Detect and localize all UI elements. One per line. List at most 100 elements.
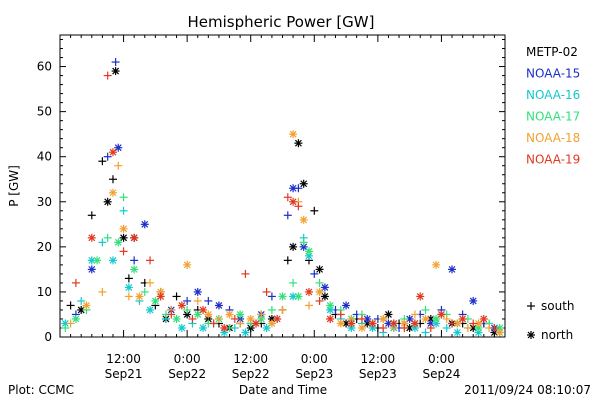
south-marker [111,58,120,67]
x-tick-time-label: 0:00 [428,352,455,366]
north-marker [241,328,250,337]
north-marker [124,283,133,292]
north-marker [108,188,117,197]
north-marker [315,287,324,296]
south-marker [130,256,139,265]
south-marker [310,269,319,278]
south-marker [278,305,287,314]
north-marker [199,323,208,332]
south-marker [87,211,96,220]
north-marker [130,233,139,242]
north-marker [289,242,298,251]
north-marker [304,247,313,256]
south-marker [214,314,223,323]
south-marker [140,287,149,296]
south-marker [257,310,266,319]
south-marker [172,292,181,301]
south-marker [188,314,197,323]
north-marker [326,301,335,310]
north-marker [135,292,144,301]
south-marker [463,323,472,332]
x-tick-time-label: 12:00 [361,352,396,366]
north-marker [437,310,446,319]
y-axis-label: P [GW] [7,165,21,207]
north-marker [410,319,419,328]
legend-entry: NOAA-17 [526,110,580,124]
y-tick-label: 40 [37,150,52,164]
south-marker [124,274,133,283]
south-marker [119,206,128,215]
south-marker [267,292,276,301]
south-marker [193,296,202,305]
north-marker [389,319,398,328]
south-marker [283,193,292,202]
y-tick-label: 10 [37,285,52,299]
north-marker [140,220,149,229]
south-marker [167,310,176,319]
north-marker [299,215,308,224]
north-marker [347,319,356,328]
south-marker [71,278,80,287]
south-marker [304,301,313,310]
south-marker [236,319,245,328]
north-marker [315,265,324,274]
south-marker [183,305,192,314]
legend-entry: METP-02 [526,45,578,59]
north-marker [177,301,186,310]
x-tick-date-label: Sep23 [295,367,333,381]
y-tick-label: 30 [37,195,52,209]
legend-entry: NOAA-15 [526,67,580,81]
north-marker [326,314,335,323]
plot-frame [59,34,506,338]
north-marker [432,260,441,269]
north-marker [342,301,351,310]
legend-entry: NOAA-18 [526,131,580,145]
south-marker [103,233,112,242]
north-marker [368,319,377,328]
south-marker [103,71,112,80]
north-marker [458,314,467,323]
south-marker [469,319,478,328]
north-marker [289,130,298,139]
x-axis: 12:00Sep210:00Sep2212:00Sep220:00Sep2312… [70,35,495,381]
north-marker [114,238,123,247]
south-marker [124,292,133,301]
north-marker [299,179,308,188]
south-marker [448,319,457,328]
x-tick-time-label: 12:00 [233,352,268,366]
north-marker [225,310,234,319]
footer-timestamp: 2011/09/24 08:10:07 [464,383,591,397]
north-marker [479,314,488,323]
south-marker [315,278,324,287]
x-tick-date-label: Sep22 [168,367,206,381]
north-marker [172,314,181,323]
north-marker [304,287,313,296]
footer-plot-credit: Plot: CCMC [8,383,74,397]
legend-entry: NOAA-19 [526,153,580,167]
north-marker [103,197,112,206]
y-tick-label: 20 [37,240,52,254]
north-marker [495,328,504,337]
south-marker [262,287,271,296]
south-marker [310,206,319,215]
south-marker [315,296,324,305]
north-marker [108,148,117,157]
north-marker [379,314,388,323]
north-marker [193,287,202,296]
south-marker [146,278,155,287]
north-marker [87,265,96,274]
south-marker [294,184,303,193]
south-marker [421,305,430,314]
north-marker [111,67,120,76]
north-marker [214,301,223,310]
south-marker [146,256,155,265]
footer-x-label: Date and Time [239,383,327,397]
south-marker [61,323,70,332]
chart-title: Hemispheric Power [GW] [188,13,375,31]
y-tick-label: 50 [37,105,52,119]
y-tick-label: 0 [44,330,52,344]
north-marker [93,256,102,265]
south-marker [421,328,430,337]
north-marker [87,233,96,242]
north-marker [357,323,366,332]
